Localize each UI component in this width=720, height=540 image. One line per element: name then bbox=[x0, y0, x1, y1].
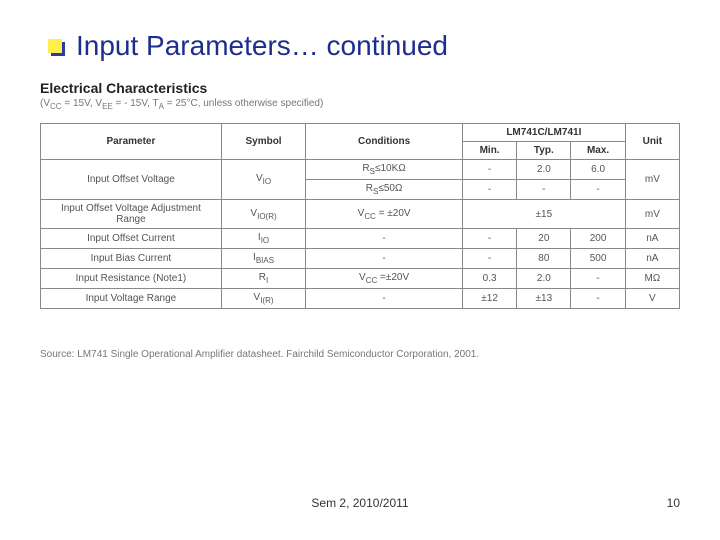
table-header-row: Parameter Symbol Conditions LM741C/LM741… bbox=[41, 124, 680, 142]
cell-typ: 2.0 bbox=[517, 160, 571, 180]
footer-text: Sem 2, 2010/2011 bbox=[0, 496, 720, 510]
cell-max: - bbox=[571, 289, 625, 309]
cell-symbol: VIO(R) bbox=[221, 200, 305, 229]
table-row: Input Offset Voltage VIO RS≤10KΩ - 2.0 6… bbox=[41, 160, 680, 180]
cell-symbol: RI bbox=[221, 269, 305, 289]
cell-min: - bbox=[462, 180, 516, 200]
col-symbol: Symbol bbox=[221, 124, 305, 160]
cell-symbol: VIO bbox=[221, 160, 305, 200]
cell-conditions: RS≤50Ω bbox=[306, 180, 463, 200]
title-bullet-icon bbox=[48, 39, 62, 53]
section-note: (VCC = 15V, VEE = - 15V, TA = 25°C, unle… bbox=[40, 98, 680, 111]
cell-parameter: Input Offset Voltage Adjustment Range bbox=[41, 200, 222, 229]
col-max: Max. bbox=[571, 142, 625, 160]
cell-min: - bbox=[462, 249, 516, 269]
source-citation: Source: LM741 Single Operational Amplifi… bbox=[40, 349, 680, 360]
cell-symbol: IIO bbox=[221, 229, 305, 249]
parameters-table: Parameter Symbol Conditions LM741C/LM741… bbox=[40, 123, 680, 309]
cell-unit: MΩ bbox=[625, 269, 679, 289]
cell-symbol: VI(R) bbox=[221, 289, 305, 309]
col-conditions: Conditions bbox=[306, 124, 463, 160]
col-min: Min. bbox=[462, 142, 516, 160]
cell-parameter: Input Offset Voltage bbox=[41, 160, 222, 200]
col-unit: Unit bbox=[625, 124, 679, 160]
slide-title: Input Parameters… continued bbox=[76, 30, 448, 62]
cell-typ: 20 bbox=[517, 229, 571, 249]
cell-parameter: Input Offset Current bbox=[41, 229, 222, 249]
cell-max: 500 bbox=[571, 249, 625, 269]
cell-max: - bbox=[571, 269, 625, 289]
cell-max: 200 bbox=[571, 229, 625, 249]
cell-symbol: IBIAS bbox=[221, 249, 305, 269]
cell-typ: ±15 bbox=[517, 200, 571, 229]
cell-conditions: - bbox=[306, 229, 463, 249]
cell-conditions: - bbox=[306, 289, 463, 309]
section-heading: Electrical Characteristics bbox=[40, 80, 680, 96]
cell-max bbox=[571, 200, 625, 229]
title-row: Input Parameters… continued bbox=[48, 30, 680, 62]
cell-unit: mV bbox=[625, 160, 679, 200]
table-row: Input Resistance (Note1) RI VCC =±20V 0.… bbox=[41, 269, 680, 289]
cell-min: - bbox=[462, 160, 516, 180]
cell-min bbox=[462, 200, 516, 229]
table-row: Input Bias Current IBIAS - - 80 500 nA bbox=[41, 249, 680, 269]
cell-unit: mV bbox=[625, 200, 679, 229]
cell-unit: nA bbox=[625, 249, 679, 269]
cell-unit: V bbox=[625, 289, 679, 309]
cell-max: 6.0 bbox=[571, 160, 625, 180]
cell-typ: - bbox=[517, 180, 571, 200]
cell-conditions: VCC = ±20V bbox=[306, 200, 463, 229]
cell-conditions: RS≤10KΩ bbox=[306, 160, 463, 180]
cell-typ: ±13 bbox=[517, 289, 571, 309]
cell-parameter: Input Voltage Range bbox=[41, 289, 222, 309]
cell-parameter: Input Resistance (Note1) bbox=[41, 269, 222, 289]
page-number: 10 bbox=[667, 496, 680, 510]
col-parameter: Parameter bbox=[41, 124, 222, 160]
cell-parameter: Input Bias Current bbox=[41, 249, 222, 269]
cell-max: - bbox=[571, 180, 625, 200]
col-typ: Typ. bbox=[517, 142, 571, 160]
col-device: LM741C/LM741I bbox=[462, 124, 625, 142]
table-row: Input Offset Voltage Adjustment Range VI… bbox=[41, 200, 680, 229]
cell-typ: 80 bbox=[517, 249, 571, 269]
cell-typ: 2.0 bbox=[517, 269, 571, 289]
cell-min: 0.3 bbox=[462, 269, 516, 289]
table-row: Input Voltage Range VI(R) - ±12 ±13 - V bbox=[41, 289, 680, 309]
cell-conditions: - bbox=[306, 249, 463, 269]
cell-unit: nA bbox=[625, 229, 679, 249]
cell-min: ±12 bbox=[462, 289, 516, 309]
cell-conditions: VCC =±20V bbox=[306, 269, 463, 289]
table-row: Input Offset Current IIO - - 20 200 nA bbox=[41, 229, 680, 249]
cell-min: - bbox=[462, 229, 516, 249]
